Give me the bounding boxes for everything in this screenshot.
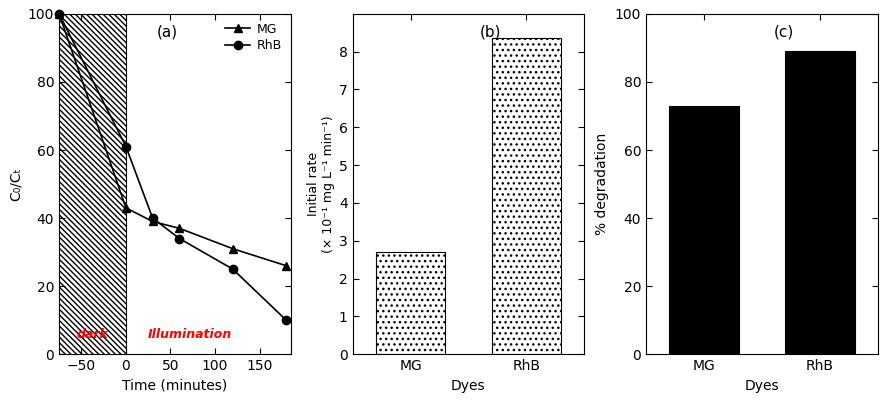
Bar [492, 38, 561, 354]
RhB [228, 267, 238, 271]
RhB [54, 11, 65, 16]
X-axis label: Time (minutes): Time (minutes) [122, 379, 228, 393]
Bar [376, 252, 446, 354]
Y-axis label: C₀/Cₜ: C₀/Cₜ [8, 167, 22, 201]
RhB [174, 236, 184, 241]
Line: MG: MG [55, 10, 291, 270]
MG [147, 219, 158, 224]
Text: Illumination: Illumination [148, 328, 232, 340]
RhB [120, 144, 131, 149]
X-axis label: Dyes: Dyes [744, 379, 779, 393]
MG [281, 263, 291, 268]
Text: dark: dark [77, 328, 109, 340]
X-axis label: Dyes: Dyes [451, 379, 486, 393]
Legend: MG, RhB: MG, RhB [223, 20, 284, 55]
Text: (c): (c) [773, 24, 794, 39]
RhB [147, 216, 158, 221]
Bar [669, 106, 739, 354]
Y-axis label: Initial rate
(× 10⁻¹ mg L⁻¹ min⁻¹): Initial rate (× 10⁻¹ mg L⁻¹ min⁻¹) [307, 115, 335, 253]
Text: (a): (a) [157, 24, 177, 39]
Y-axis label: % degradation: % degradation [595, 133, 610, 235]
MG [174, 226, 184, 231]
MG [54, 11, 65, 16]
RhB [281, 318, 291, 323]
Bar [785, 51, 854, 354]
Line: RhB: RhB [55, 10, 291, 324]
Text: (b): (b) [480, 24, 501, 39]
MG [120, 205, 131, 210]
MG [228, 246, 238, 251]
